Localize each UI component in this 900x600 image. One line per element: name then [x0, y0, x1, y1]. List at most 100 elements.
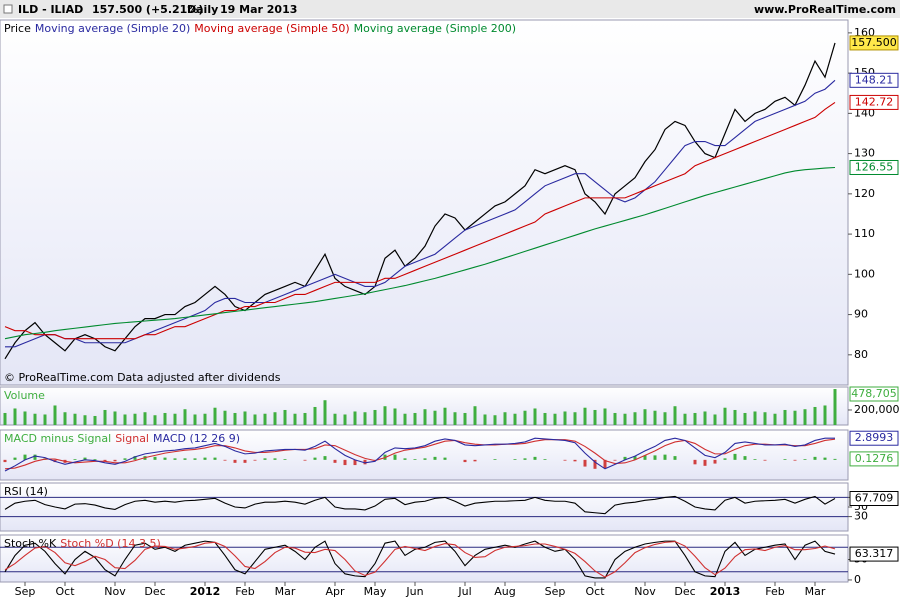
bar — [343, 414, 347, 425]
legend-entry: Signal — [115, 432, 149, 445]
bar — [393, 408, 397, 425]
y-tick-label: 30 — [854, 510, 868, 523]
bar — [353, 411, 357, 425]
bar — [233, 412, 237, 425]
bar — [83, 457, 87, 460]
bar — [573, 459, 577, 462]
series-line — [4, 42, 836, 360]
bar — [273, 458, 277, 460]
bar — [573, 412, 577, 425]
x-tick-label: May — [364, 585, 387, 598]
bar — [603, 408, 607, 425]
bar — [303, 459, 307, 461]
value-tag-label: 157.500 — [851, 36, 897, 49]
bar — [623, 413, 627, 425]
legend-entry: MACD (12 26 9) — [153, 432, 240, 445]
bar — [73, 413, 77, 425]
bar — [743, 412, 747, 425]
legend: Volume — [4, 389, 45, 402]
bar — [823, 457, 827, 460]
legend-entry: RSI (14) — [4, 485, 48, 498]
bar — [173, 413, 177, 425]
bar — [393, 454, 397, 460]
bar — [443, 457, 447, 460]
bar — [343, 459, 347, 466]
bar — [563, 459, 567, 461]
bar — [3, 459, 7, 463]
bar — [613, 412, 617, 425]
value-tag-label: 142.72 — [855, 95, 894, 108]
legend-entry: Price — [4, 22, 31, 35]
bar — [433, 410, 437, 425]
value-tag-label: 67.709 — [855, 491, 894, 504]
bar — [163, 412, 167, 425]
value-tag — [849, 159, 899, 175]
bar — [273, 412, 277, 425]
x-tick-label: Jul — [457, 585, 471, 598]
bar — [43, 414, 47, 425]
bar — [483, 414, 487, 425]
bar — [333, 459, 337, 463]
bar — [653, 410, 657, 425]
value-tag — [849, 546, 899, 562]
legend-entry: Moving average (Simple 20) — [35, 22, 190, 35]
y-tick-label: 130 — [854, 147, 875, 160]
bar — [133, 413, 137, 425]
x-tick-label: Dec — [144, 585, 165, 598]
bar — [733, 453, 737, 460]
value-tag-label: 126.55 — [855, 160, 894, 173]
legend-entry: Stoch %K — [4, 537, 57, 550]
x-tick-label: Mar — [275, 585, 296, 598]
bar — [203, 457, 207, 460]
bar — [373, 409, 377, 425]
bar — [713, 459, 717, 464]
bar — [673, 406, 677, 425]
header-icon — [3, 4, 13, 14]
x-tick-label: Mar — [805, 585, 826, 598]
bar — [423, 409, 427, 425]
bar — [813, 456, 817, 460]
bar — [153, 415, 157, 425]
bar — [553, 413, 557, 425]
bar — [473, 406, 477, 425]
bar — [123, 414, 127, 425]
series-line — [4, 540, 836, 578]
bar — [353, 459, 357, 466]
x-tick-label: Oct — [55, 585, 75, 598]
bar — [23, 454, 27, 460]
value-tag — [849, 490, 899, 506]
bar — [363, 459, 367, 465]
bar — [463, 412, 467, 425]
bar — [723, 458, 727, 460]
bar — [153, 456, 157, 460]
value-tag-label: 2.8993 — [855, 431, 894, 444]
date: 19 Mar 2013 — [220, 3, 297, 16]
series-line — [4, 101, 836, 340]
bar — [533, 408, 537, 425]
bar — [73, 459, 77, 460]
legend-entry: Moving average (Simple 200) — [354, 22, 516, 35]
bar — [223, 410, 227, 425]
y-tick-label: 100 — [854, 267, 875, 280]
bar — [563, 411, 567, 425]
bar — [513, 413, 517, 425]
bar — [133, 456, 137, 460]
bar — [173, 458, 177, 460]
value-tag-label: 63.317 — [855, 547, 894, 560]
bar — [783, 459, 787, 460]
bar — [663, 454, 667, 460]
bar — [63, 412, 67, 425]
y-tick-label: 90 — [854, 308, 868, 321]
bar — [323, 400, 327, 425]
bar — [583, 459, 587, 467]
panel-background — [0, 534, 849, 583]
bar — [753, 459, 757, 460]
value-tag — [849, 72, 899, 88]
bar — [283, 409, 287, 425]
period: Daily — [187, 3, 218, 16]
bar — [433, 456, 437, 460]
bar — [403, 413, 407, 425]
series-line — [4, 540, 836, 579]
bar — [13, 457, 17, 460]
